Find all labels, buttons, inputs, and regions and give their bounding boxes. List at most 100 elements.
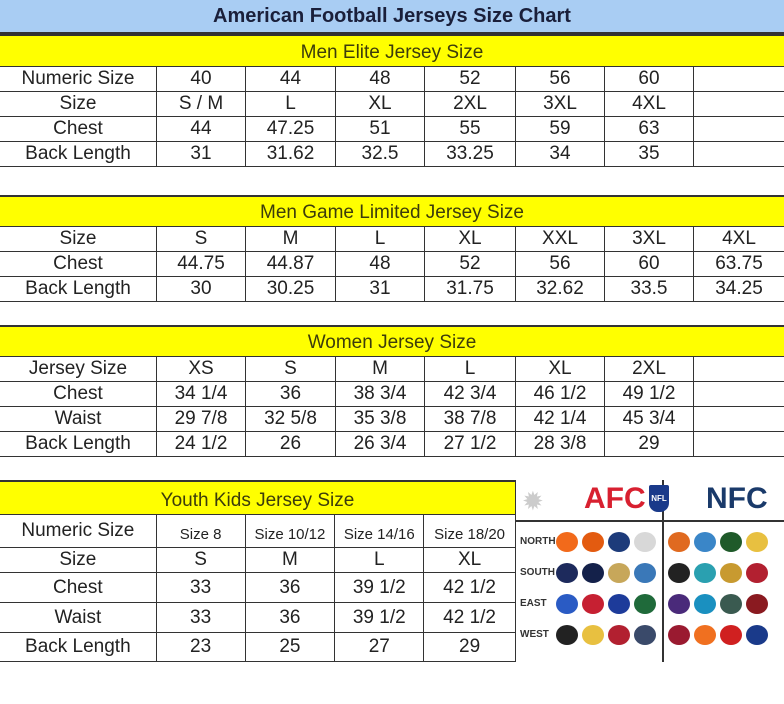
team-logo-icon <box>556 532 578 552</box>
row-label: Chest <box>0 573 157 602</box>
table-cell: 34 <box>516 142 605 166</box>
row-label: Chest <box>0 117 157 141</box>
table-row: Chest 44.75 44.87 48 52 56 60 63.75 <box>0 252 784 277</box>
team-logo-icon <box>720 594 742 614</box>
section-header: Youth Kids Jersey Size <box>0 480 516 515</box>
table-cell: 47.25 <box>246 117 336 141</box>
table-cell: 30 <box>157 277 246 301</box>
conference-divider <box>662 480 664 662</box>
team-logo-icon <box>582 625 604 645</box>
row-label: Chest <box>0 382 157 406</box>
table-cell: L <box>246 92 336 116</box>
table-cell: 27 1/2 <box>425 432 516 456</box>
table-cell: 2XL <box>605 357 694 381</box>
table-cell: 2XL <box>425 92 516 116</box>
table-cell: 32.5 <box>336 142 425 166</box>
table-cell: 4XL <box>605 92 694 116</box>
table-cell: 63 <box>605 117 694 141</box>
team-logo-icon <box>582 594 604 614</box>
section-youth: Youth Kids Jersey Size Numeric Size Size 8… <box>0 480 516 662</box>
table-row: Jersey Size XS S M L XL 2XL <box>0 357 784 382</box>
table-cell: 44 <box>246 67 336 91</box>
table-cell: 48 <box>336 252 425 276</box>
section-header: Men Elite Jersey Size <box>0 34 784 67</box>
row-label: Back Length <box>0 633 157 661</box>
row-label: Waist <box>0 407 157 431</box>
table-cell: 30.25 <box>246 277 336 301</box>
team-logo-icon <box>694 625 716 645</box>
table-cell <box>694 382 784 406</box>
table-cell: 35 <box>605 142 694 166</box>
table-cell: 27 <box>335 633 425 661</box>
team-logo-icon <box>582 532 604 552</box>
table-cell: 3XL <box>605 227 694 251</box>
table-row: Waist 33 36 39 1/2 42 1/2 <box>0 603 516 633</box>
row-label: Size <box>0 92 157 116</box>
row-label: Back Length <box>0 432 157 456</box>
division-label: EAST <box>520 598 547 609</box>
team-logo-icon <box>582 563 604 583</box>
table-cell: 29 <box>459 636 481 657</box>
table-cell: 33.25 <box>425 142 516 166</box>
table-cell: 29 <box>605 432 694 456</box>
section-header: Men Game Limited Jersey Size <box>0 195 784 227</box>
table-cell: 36 <box>246 382 336 406</box>
table-cell: M <box>246 227 336 251</box>
table-cell <box>694 357 784 381</box>
table-cell: 56 <box>516 252 605 276</box>
table-cell <box>694 407 784 431</box>
team-logo-icon <box>694 563 716 583</box>
table-cell: Size 8 <box>157 515 246 547</box>
table-cell: L <box>335 548 425 572</box>
table-cell: 4XL <box>722 228 756 249</box>
table-cell: 33 <box>157 603 246 632</box>
table-cell: 44.87 <box>246 252 336 276</box>
table-cell: XL <box>336 92 425 116</box>
table-cell: 45 3/4 <box>605 407 694 431</box>
table-row: Chest 44 47.25 51 55 59 63 <box>0 117 784 142</box>
team-logo-icon <box>634 532 656 552</box>
table-cell: 24 1/2 <box>157 432 246 456</box>
table-row: Back Length 31 31.62 32.5 33.25 34 35 <box>0 142 784 167</box>
table-cell: 32 5/8 <box>246 407 336 431</box>
table-row: Size S M L XL <box>0 548 516 573</box>
nfc-logo: NFC <box>706 482 768 515</box>
table-cell: 42 1/2 <box>443 606 496 628</box>
team-logo-icon <box>746 625 768 645</box>
team-logo-icon <box>720 625 742 645</box>
row-label: Numeric Size <box>0 515 157 547</box>
table-cell: 29 7/8 <box>157 407 246 431</box>
row-label: Size <box>0 227 157 251</box>
table-row: Size S M L XL XXL 3XL 4XL <box>0 227 784 252</box>
table-row: Numeric Size Size 8 Size 10/12 Size 14/16 Si… <box>0 515 516 548</box>
afc-logo: AFC <box>584 482 646 515</box>
team-logo-icon <box>556 563 578 583</box>
table-cell: S / M <box>157 92 246 116</box>
table-cell: 40 <box>157 67 246 91</box>
table-row: Chest 33 36 39 1/2 42 1/2 <box>0 573 516 603</box>
table-cell: 33.5 <box>605 277 694 301</box>
division-label: WEST <box>520 629 549 640</box>
table-cell: L <box>425 357 516 381</box>
table-cell <box>694 67 784 91</box>
team-logo-icon <box>608 594 630 614</box>
table-cell: 28 3/8 <box>516 432 605 456</box>
team-logo-icon <box>608 563 630 583</box>
table-row: Waist 29 7/8 32 5/8 35 3/8 38 7/8 42 1/4 45 3/… <box>0 407 784 432</box>
table-cell <box>694 92 784 116</box>
team-logo-icon <box>608 625 630 645</box>
team-logo-icon <box>720 563 742 583</box>
table-cell: 42 1/2 <box>443 576 496 598</box>
table-cell: 44 <box>157 117 246 141</box>
table-cell: S <box>246 357 336 381</box>
team-logo-icon <box>556 625 578 645</box>
table-row: Chest 34 1/4 36 38 3/4 42 3/4 46 1/2 49 1/2 <box>0 382 784 407</box>
table-cell: 31 <box>336 277 425 301</box>
team-logo-icon <box>668 563 690 583</box>
team-logo-icon <box>746 594 768 614</box>
table-cell: Size 18/20 <box>434 525 506 543</box>
table-cell: 44.75 <box>157 252 246 276</box>
table-cell: Size 10/12 <box>246 515 336 547</box>
conference-logos-row: ✹ AFC NFL NFC <box>516 480 784 522</box>
table-cell: 31.62 <box>246 142 336 166</box>
